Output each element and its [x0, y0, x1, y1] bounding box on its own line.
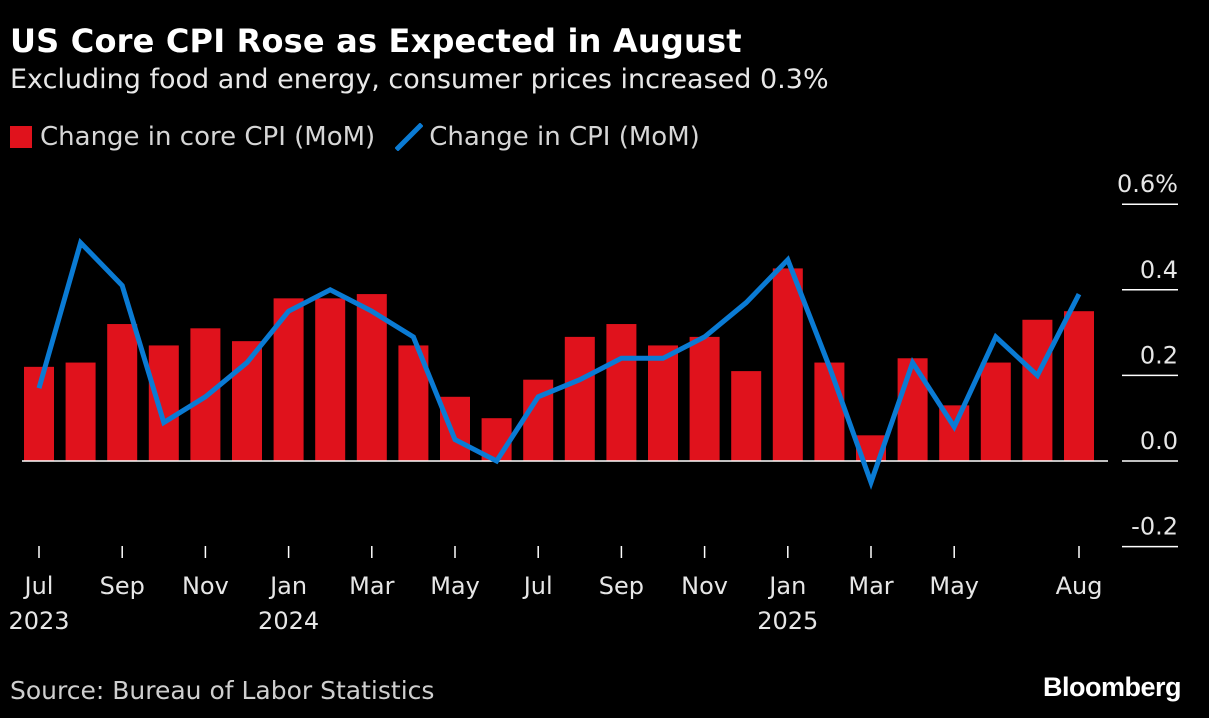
x-tick-label: Nov [182, 572, 229, 600]
x-tick-year-label: 2023 [8, 607, 69, 635]
line-cpi [36, 237, 1082, 490]
bar-core-cpi [897, 358, 928, 461]
bar-core-cpi [148, 345, 179, 461]
y-tick-label: 0.6% [1117, 170, 1178, 198]
x-tick-label: Mar [848, 572, 893, 600]
bar-core-cpi [1064, 311, 1094, 461]
x-tick-label: Aug [1056, 572, 1103, 600]
x-tick-label: Jul [522, 572, 553, 600]
y-tick-label: -0.2 [1131, 513, 1178, 541]
bar-core-cpi [65, 362, 96, 461]
x-tick-year-label: 2024 [258, 607, 319, 635]
x-tick-year-label: 2025 [757, 607, 818, 635]
line-swatch-icon [395, 123, 424, 151]
bar-core-cpi [648, 345, 678, 461]
legend-label-cpi: Change in CPI (MoM) [429, 122, 700, 152]
bar-core-cpi [356, 294, 387, 461]
bar-core-cpi [980, 362, 1011, 461]
x-tick-label: May [929, 572, 979, 600]
source-note: Source: Bureau of Labor Statistics [10, 676, 435, 705]
bar-core-cpi [315, 298, 346, 461]
x-tick-label: Jul [23, 572, 54, 600]
bloomberg-logo: Bloomberg [1042, 672, 1182, 702]
legend-label-core-cpi: Change in core CPI (MoM) [40, 122, 376, 152]
x-tick-label: Nov [681, 572, 728, 600]
bar-core-cpi [606, 324, 637, 461]
bar-core-cpi [1022, 319, 1053, 461]
x-tick-label: Jan [767, 572, 806, 600]
bar-core-cpi [731, 371, 762, 461]
bar-core-cpi [440, 396, 470, 461]
bar-swatch-icon [10, 126, 32, 148]
y-tick-label: 0.4 [1140, 256, 1178, 284]
x-tick-label: Mar [349, 572, 394, 600]
bar-core-cpi [772, 268, 803, 461]
legend: Change in core CPI (MoM) Change in CPI (… [10, 122, 700, 152]
y-tick-label: 0.2 [1140, 341, 1178, 369]
x-tick-label: May [430, 572, 480, 600]
bar-core-cpi [564, 336, 595, 461]
y-tick-label: 0.0 [1140, 427, 1178, 455]
chart-title: US Core CPI Rose as Expected in August [10, 22, 742, 60]
bar-core-cpi [689, 336, 720, 461]
chart-subtitle: Excluding food and energy, consumer pric… [10, 64, 829, 95]
bar-core-cpi [814, 362, 845, 461]
bar-core-cpi [107, 324, 138, 461]
x-tick-label: Sep [599, 572, 644, 600]
x-tick-label: Jan [268, 572, 307, 600]
x-tick-label: Sep [100, 572, 145, 600]
